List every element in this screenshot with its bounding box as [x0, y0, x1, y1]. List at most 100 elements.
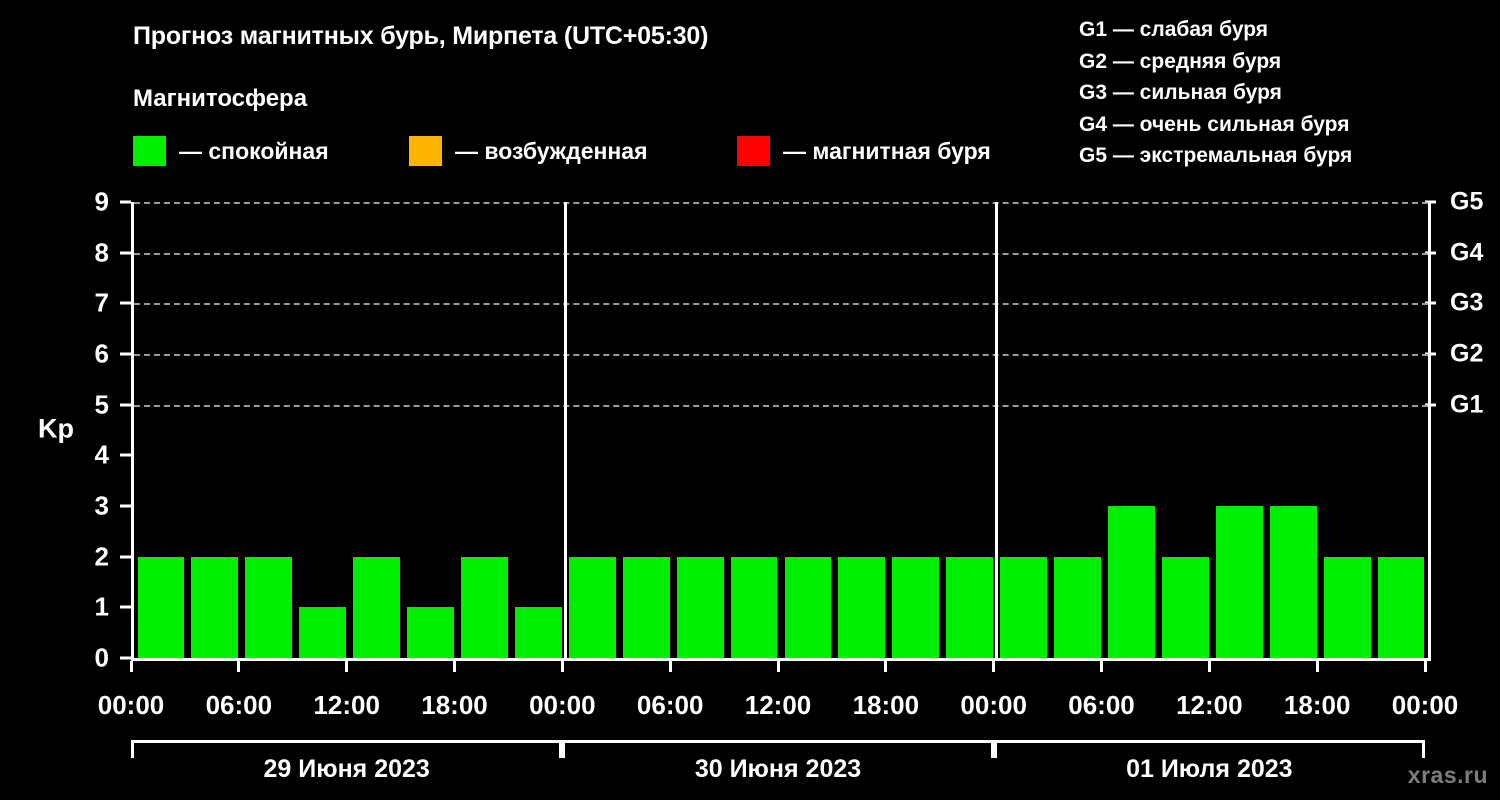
g-tick-label: G5: [1450, 187, 1484, 216]
x-tick-mark: [992, 661, 996, 672]
x-tick-mark: [129, 661, 133, 672]
kp-bar: [137, 556, 185, 658]
kp-bar: [568, 556, 616, 658]
gscale-legend-row: G3 — сильная буря: [1079, 81, 1282, 104]
legend-color-swatch: [737, 136, 770, 166]
y-tick-mark: [120, 301, 131, 305]
chart-plot-area: [131, 202, 1431, 661]
g-tick-label: G3: [1450, 288, 1484, 317]
x-tick-mark: [884, 661, 888, 672]
date-label: 01 Июля 2023: [1126, 755, 1293, 783]
legend-label: — спокойная: [179, 137, 329, 164]
date-bracket: [131, 740, 563, 758]
y-tick-label: 1: [94, 591, 109, 622]
y-tick-label: 3: [94, 490, 109, 521]
x-tick-label: 12:00: [313, 690, 380, 720]
x-tick-label: 00:00: [960, 690, 1027, 720]
y-tick-mark: [120, 656, 131, 660]
y-axis-title: Kp: [38, 413, 74, 444]
page-title: Прогноз магнитных бурь, Мирпета (UTC+05:…: [133, 22, 709, 50]
y-tick-mark: [120, 200, 131, 204]
kp-bar: [838, 556, 886, 658]
x-tick-mark: [1100, 661, 1103, 672]
y-tick-label: 8: [94, 237, 109, 268]
day-separator: [995, 202, 999, 658]
x-tick-mark: [776, 661, 780, 672]
x-tick-label: 18:00: [1283, 690, 1351, 720]
gscale-legend-row: G2 — средняя буря: [1079, 49, 1282, 73]
x-tick-mark: [1315, 661, 1319, 672]
kp-bar: [1161, 556, 1209, 658]
g-tick-label: G2: [1450, 339, 1484, 368]
y-tick-label: 5: [94, 389, 109, 420]
x-tick-label: 18:00: [421, 690, 488, 720]
gscale-legend-row: G5 — экстремальная буря: [1079, 144, 1353, 167]
kp-bar: [407, 607, 454, 658]
y-tick-mark: [120, 605, 131, 609]
y-tick-mark: [120, 504, 131, 508]
x-tick-label: 18:00: [852, 690, 920, 720]
x-tick-mark: [1423, 661, 1427, 672]
date-label: 30 Июня 2023: [694, 755, 862, 783]
watermark: xras.ru: [1407, 762, 1488, 788]
kp-bar: [514, 607, 562, 658]
y-tick-label: 9: [94, 186, 109, 217]
g-tick-label: G4: [1450, 238, 1484, 267]
kp-bar: [191, 556, 239, 658]
y-tick-mark: [120, 555, 131, 559]
x-tick-label: 06:00: [1068, 690, 1135, 720]
x-tick-mark: [668, 661, 672, 672]
x-tick-label: 00:00: [97, 690, 165, 720]
kp-bar: [353, 556, 401, 658]
chart-plot-inner: [134, 202, 1428, 658]
legend-label: — магнитная буря: [783, 137, 991, 164]
kp-bar: [892, 556, 940, 658]
kp-bar: [1000, 556, 1048, 658]
x-tick-label: 12:00: [744, 690, 812, 720]
kp-bar: [461, 556, 508, 658]
kp-bar: [676, 556, 724, 658]
gridline: [134, 303, 1428, 306]
gridline: [134, 404, 1428, 407]
kp-bar: [622, 556, 670, 658]
day-separator: [563, 202, 567, 658]
x-tick-label: 06:00: [636, 690, 704, 720]
y-tick-label: 7: [94, 287, 109, 318]
kp-bar: [1054, 556, 1101, 658]
kp-bar: [1215, 506, 1263, 658]
x-tick-label: 00:00: [529, 690, 596, 720]
y-tick-label: 0: [94, 642, 109, 673]
kp-bar: [730, 556, 778, 658]
gscale-legend: G1 — слабая буря G2 — средняя буря G3 — си…: [1079, 14, 1491, 172]
y-tick-mark: [120, 453, 131, 457]
g-tick-label: G1: [1450, 390, 1484, 419]
kp-bar: [299, 607, 347, 658]
x-tick-label: 06:00: [205, 690, 273, 720]
x-tick-mark: [453, 661, 456, 672]
y-tick-label: 2: [94, 541, 109, 572]
legend-entry: — возбужденная: [409, 134, 648, 168]
kp-bar: [784, 556, 832, 658]
x-tick-mark: [1207, 661, 1211, 672]
date-label: 29 Июня 2023: [263, 755, 430, 783]
kp-bar: [946, 556, 994, 658]
legend-color-swatch: [409, 136, 442, 166]
gscale-legend-row: G4 — очень сильная буря: [1079, 112, 1350, 136]
date-bracket: [562, 740, 994, 758]
gscale-legend-row: G1 — слабая буря: [1079, 18, 1269, 41]
x-tick-mark: [560, 661, 564, 672]
gridline: [134, 252, 1428, 255]
kp-bar: [1377, 556, 1425, 658]
legend-label: — возбужденная: [455, 137, 648, 164]
y-tick-mark: [120, 403, 131, 407]
kp-bar: [245, 556, 293, 658]
legend-color-swatch: [133, 136, 166, 166]
y-tick-mark: [120, 352, 131, 356]
magnetosphere-heading: Магнитосфера: [133, 85, 308, 112]
kp-bar: [1108, 506, 1155, 658]
gridline: [134, 202, 1428, 204]
x-tick-mark: [345, 661, 349, 672]
y-tick-label: 4: [94, 439, 109, 470]
x-tick-label: 12:00: [1176, 690, 1243, 720]
date-bracket: [993, 740, 1425, 758]
